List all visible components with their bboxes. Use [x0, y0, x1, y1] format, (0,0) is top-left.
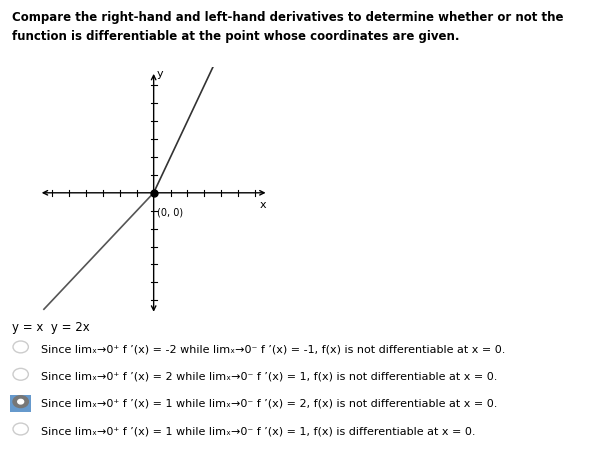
Text: y = x  y = 2x: y = x y = 2x [12, 321, 90, 334]
Text: y: y [157, 69, 164, 79]
Text: (0, 0): (0, 0) [157, 207, 183, 217]
Text: Since limₓ→0⁺ f ’(x) = 2 while limₓ→0⁻ f ’(x) = 1, f(x) is not differentiable at: Since limₓ→0⁺ f ’(x) = 2 while limₓ→0⁻ f… [41, 371, 498, 381]
Text: function is differentiable at the point whose coordinates are given.: function is differentiable at the point … [12, 30, 459, 43]
Text: Since limₓ→0⁺ f ’(x) = 1 while limₓ→0⁻ f ’(x) = 2, f(x) is not differentiable at: Since limₓ→0⁺ f ’(x) = 1 while limₓ→0⁻ f… [41, 398, 498, 408]
Text: Since limₓ→0⁺ f ’(x) = 1 while limₓ→0⁻ f ’(x) = 1, f(x) is differentiable at x =: Since limₓ→0⁺ f ’(x) = 1 while limₓ→0⁻ f… [41, 425, 476, 435]
Text: Compare the right-hand and left-hand derivatives to determine whether or not the: Compare the right-hand and left-hand der… [12, 11, 563, 25]
Text: x: x [260, 200, 267, 210]
Text: Since limₓ→0⁺ f ’(x) = -2 while limₓ→0⁻ f ’(x) = -1, f(x) is not differentiable : Since limₓ→0⁺ f ’(x) = -2 while limₓ→0⁻ … [41, 344, 506, 354]
